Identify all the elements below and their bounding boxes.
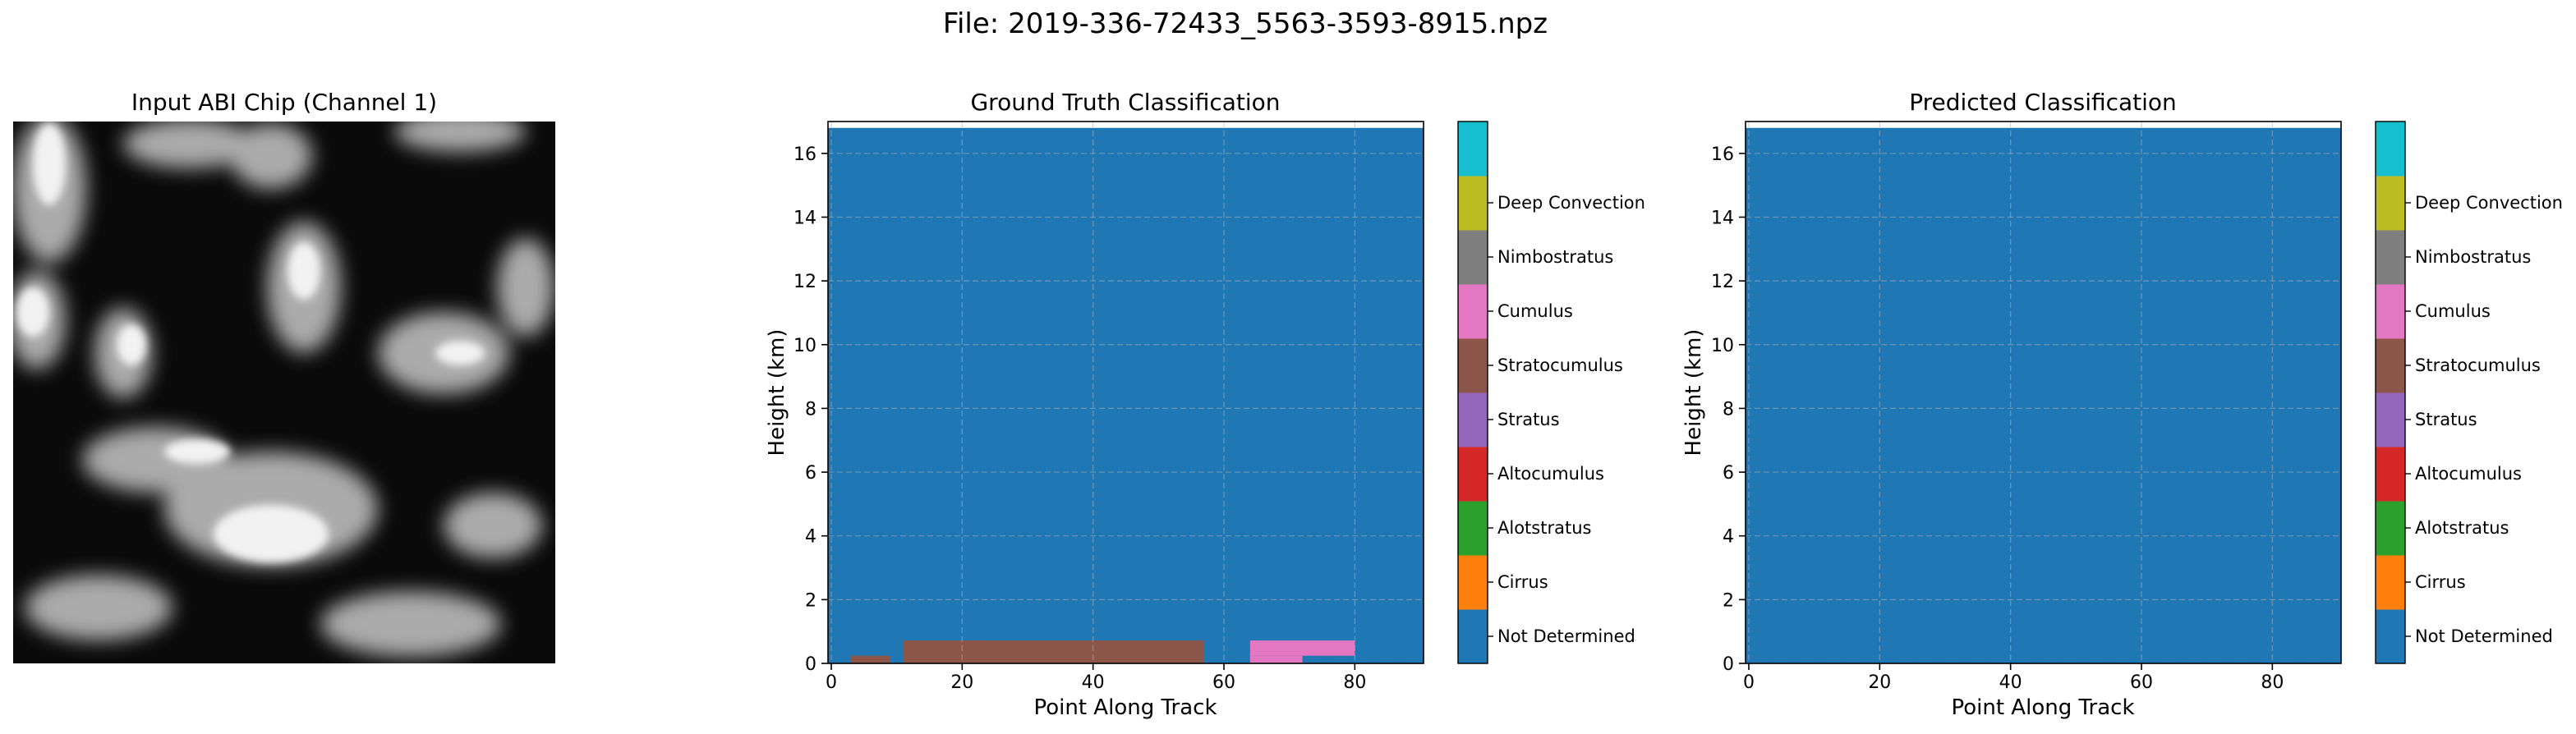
pred-x-tick-label: 60 <box>2130 672 2153 693</box>
pred-y-tick-label: 0 <box>1723 654 1734 675</box>
gt-colorbar-segment <box>1458 609 1488 664</box>
gt-region-0 <box>850 655 890 663</box>
pred-colorbar-label: Stratus <box>2415 410 2477 429</box>
pred-colorbar-segment <box>2376 338 2405 393</box>
pred-y-tick-label: 2 <box>1723 590 1734 611</box>
gt-y-tick-label: 4 <box>805 527 816 548</box>
prediction-y-label: Height (km) <box>1681 329 1706 456</box>
gt-colorbar-label: Deep Convection <box>1497 193 1645 213</box>
pred-y-tick-label: 14 <box>1711 208 1734 228</box>
gt-y-tick-label: 6 <box>805 463 816 484</box>
gt-colorbar-segment <box>1458 392 1488 447</box>
pred-y-tick-label: 8 <box>1723 399 1734 420</box>
pred-y-tick-label: 16 <box>1711 145 1734 165</box>
gt-axes-frame <box>827 121 1424 664</box>
gt-x-tick-label: 60 <box>1212 672 1235 693</box>
pred-colorbar-segment <box>2376 609 2405 664</box>
gt-region-2 <box>1249 640 1355 656</box>
pred-colorbar-segment <box>2376 122 2405 177</box>
gt-y-tick-label: 2 <box>805 590 816 611</box>
pred-colorbar-segment <box>2376 230 2405 285</box>
ground-truth-y-label: Height (km) <box>765 329 789 456</box>
pred-y-tick-label: 6 <box>1723 463 1734 484</box>
gt-region-3 <box>1249 655 1303 663</box>
pred-colorbar-label: Not Determined <box>2415 626 2553 646</box>
pred-y-tick-label: 10 <box>1711 336 1734 356</box>
gt-colorbar-segment <box>1458 230 1488 285</box>
pred-x-tick-label: 20 <box>1868 672 1891 693</box>
pred-x-tick-label: 40 <box>1999 672 2022 693</box>
ground-truth-title: Ground Truth Classification <box>970 89 1280 116</box>
gt-x-tick-label: 40 <box>1082 672 1105 693</box>
pred-colorbar-segment <box>2376 392 2405 447</box>
prediction-colorbar: Not Determined Cirrus Alotstratus Altocumul… <box>2375 121 2563 664</box>
ground-truth-panel: Ground Truth Classification 0 20 40 60 80 0 2 4… <box>765 89 1645 720</box>
ground-truth-plot-area: 0 20 40 60 80 0 2 4 6 8 10 12 14 16 <box>794 121 1424 693</box>
pred-colorbar-segment <box>2376 176 2405 231</box>
pred-x-tick-label: 80 <box>2261 672 2284 693</box>
gt-colorbar-label: Nimbostratus <box>1497 247 1613 267</box>
gt-colorbar-segment <box>1458 284 1488 339</box>
pred-colorbar-label: Nimbostratus <box>2415 247 2531 267</box>
gt-y-tick-label: 0 <box>805 654 816 675</box>
pred-colorbar-frame <box>2375 121 2406 664</box>
gt-colorbar-label: Cirrus <box>1497 572 1548 592</box>
abi-chip-image <box>13 122 555 663</box>
gt-colorbar-label: Alotstratus <box>1497 518 1591 538</box>
pred-axes-frame <box>1745 121 2342 664</box>
pred-colorbar-segment <box>2376 555 2405 610</box>
pred-colorbar-segment <box>2376 284 2405 339</box>
gt-colorbar-segment <box>1458 176 1488 231</box>
pred-y-tick-label: 4 <box>1723 527 1734 548</box>
prediction-title: Predicted Classification <box>1909 89 2177 116</box>
pred-colorbar-label: Stratocumulus <box>2415 356 2541 375</box>
gt-y-tick-label: 12 <box>794 272 816 292</box>
gt-colorbar-segment <box>1458 501 1488 556</box>
gt-colorbar-segment <box>1458 555 1488 610</box>
input-image-panel: Input ABI Chip (Channel 1) <box>13 89 555 663</box>
gt-colorbar-segment <box>1458 122 1488 177</box>
pred-colorbar-label: Cumulus <box>2415 301 2491 321</box>
gt-colorbar-label: Altocumulus <box>1497 464 1604 484</box>
pred-colorbar-label: Alotstratus <box>2415 518 2509 538</box>
prediction-x-label: Point Along Track <box>1951 695 2134 720</box>
gt-colorbar-label: Stratocumulus <box>1497 356 1623 375</box>
pred-x-tick-label: 0 <box>1743 672 1755 693</box>
pred-background-field <box>1746 127 2341 663</box>
prediction-plot-area: 0 20 40 60 80 0 2 4 6 8 10 12 14 16 <box>1711 121 2342 693</box>
gt-region-1 <box>903 640 1205 663</box>
ground-truth-colorbar: Not Determined Cirrus Alotstratus Altocumul… <box>1457 121 1645 664</box>
gt-y-tick-label: 14 <box>794 208 816 228</box>
gt-x-tick-label: 0 <box>826 672 837 693</box>
gt-y-tick-label: 16 <box>794 145 816 165</box>
gt-x-tick-label: 20 <box>950 672 973 693</box>
pred-colorbar-label: Deep Convection <box>2415 193 2563 213</box>
pred-colorbar-label: Cirrus <box>2415 572 2466 592</box>
ground-truth-x-label: Point Along Track <box>1033 695 1217 720</box>
gt-colorbar-label: Not Determined <box>1497 626 1635 646</box>
pred-colorbar-segment <box>2376 447 2405 502</box>
image-panel-title: Input ABI Chip (Channel 1) <box>131 89 437 116</box>
pred-y-tick-label: 12 <box>1711 272 1734 292</box>
gt-x-tick-label: 80 <box>1343 672 1366 693</box>
prediction-panel: Predicted Classification 0 20 40 60 80 0 2 4 6 8 1… <box>1681 89 2563 720</box>
gt-colorbar-segment <box>1458 338 1488 393</box>
pred-colorbar-label: Altocumulus <box>2415 464 2522 484</box>
pred-colorbar-segment <box>2376 501 2405 556</box>
figure-title: File: 2019-336-72433_5563-3593-8915.npz <box>943 7 1548 40</box>
gt-y-tick-label: 10 <box>794 336 816 356</box>
gt-y-tick-label: 8 <box>805 399 816 420</box>
gt-colorbar-label: Cumulus <box>1497 301 1573 321</box>
gt-colorbar-frame <box>1457 121 1488 664</box>
gt-background-field <box>828 127 1424 663</box>
gt-colorbar-segment <box>1458 447 1488 502</box>
gt-colorbar-label: Stratus <box>1497 410 1560 429</box>
